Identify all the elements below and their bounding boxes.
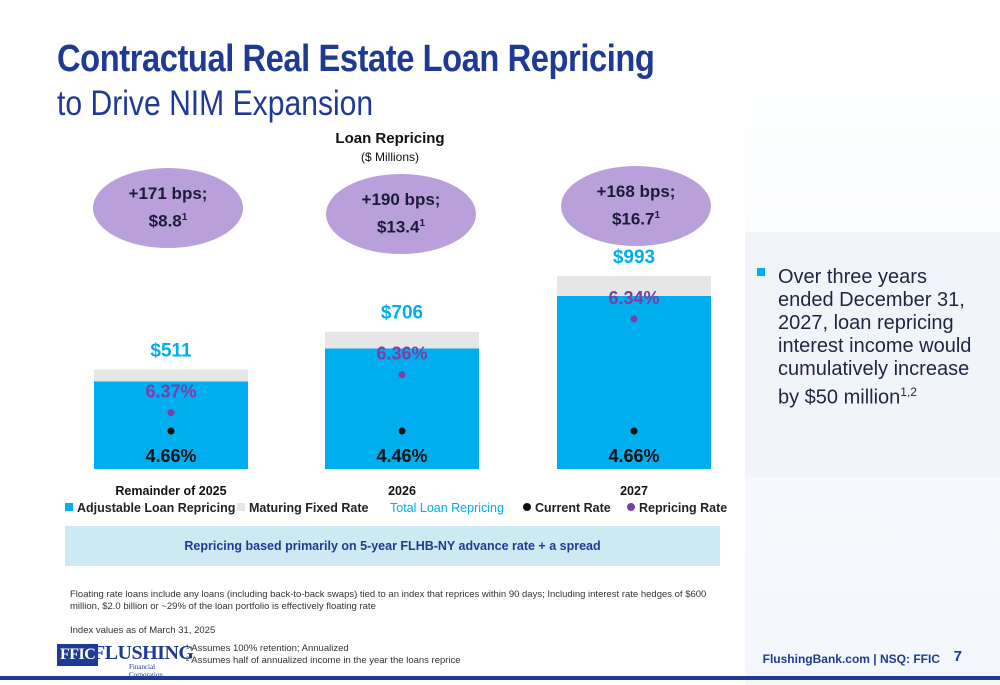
current-rate-label: 4.46%	[376, 446, 427, 466]
current-rate-label: 4.66%	[145, 446, 196, 466]
chart-title: Loan Repricing	[335, 130, 445, 147]
page-number: 7	[953, 648, 962, 665]
bubble-amount: $8.81	[148, 211, 188, 231]
adjustable-bar	[94, 381, 248, 469]
x-tick-label: 2027	[620, 484, 648, 498]
current-rate-label: 4.66%	[608, 446, 659, 466]
maturing-bar	[325, 331, 479, 349]
bubble-bps: +171 bps;	[128, 184, 208, 204]
adjustable-bar	[557, 295, 711, 469]
bubble-bps: +190 bps;	[361, 190, 441, 210]
bullet-icon	[757, 268, 765, 276]
legend-repricing: Repricing Rate	[627, 501, 727, 515]
repricing-rate-label: 6.37%	[145, 382, 196, 402]
footnote-1: ¹ Assumes 100% retention; Annualized	[186, 643, 349, 654]
index-footnote: Index values as of March 31, 2025	[70, 625, 216, 636]
repricing-rate-point	[398, 371, 406, 379]
loan-repricing-chart: $511 6.37% 4.66% Remainder of 2025 $706 6.36%…	[94, 247, 711, 498]
footer-rule	[0, 676, 1000, 680]
floating-rate-footnote: Floating rate loans include any loans (i…	[70, 589, 707, 612]
current-rate-point	[398, 427, 406, 435]
bubble-amount: $16.71	[611, 209, 661, 229]
repricing-rate-point	[167, 409, 175, 417]
total-label: $511	[150, 341, 192, 362]
chart-subtitle: ($ Millions)	[360, 150, 419, 164]
maturing-bar	[557, 275, 711, 296]
current-rate-point	[630, 427, 638, 435]
repricing-rate-point	[630, 315, 638, 323]
page-title: Contractual Real Estate Loan Repricing	[57, 38, 655, 80]
bps-bubble-2: +168 bps; $16.71	[561, 166, 711, 246]
bps-bubble-0: +171 bps; $8.81	[93, 168, 243, 248]
bubble-amount: $13.41	[376, 217, 426, 237]
legend-current: Current Rate	[523, 501, 611, 515]
legend-total: Total Loan Repricing	[390, 501, 504, 515]
flushing-logo: FFIC FLUSHING Financial Corporation	[57, 642, 194, 679]
current-rate-point	[167, 427, 175, 435]
footnote-2: ² Assumes half of annualized income in t…	[186, 655, 461, 666]
footer-site: FlushingBank.com | NSQ: FFIC	[762, 652, 940, 666]
legend-adjustable: Adjustable Loan Repricing	[65, 501, 235, 515]
bubble-bps: +168 bps;	[596, 182, 676, 202]
note-text: Over three years ended December 31, 2027…	[778, 266, 972, 409]
total-label: $993	[613, 247, 655, 268]
repricing-basis-banner: Repricing based primarily on 5-year FLHB…	[65, 526, 720, 566]
repricing-rate-label: 6.34%	[608, 288, 659, 308]
maturing-bar	[94, 369, 248, 382]
total-label: $706	[381, 303, 423, 324]
page-subtitle: to Drive NIM Expansion	[57, 84, 374, 123]
repricing-rate-label: 6.36%	[376, 344, 427, 364]
x-tick-label: Remainder of 2025	[115, 484, 226, 498]
note-panel	[745, 232, 1000, 477]
bps-bubble-1: +190 bps; $13.41	[326, 174, 476, 254]
legend-maturing: Maturing Fixed Rate	[237, 501, 368, 515]
adjustable-bar	[325, 348, 479, 469]
chart-legend: Adjustable Loan Repricing Maturing Fixed…	[65, 501, 727, 519]
x-tick-label: 2026	[388, 484, 416, 498]
